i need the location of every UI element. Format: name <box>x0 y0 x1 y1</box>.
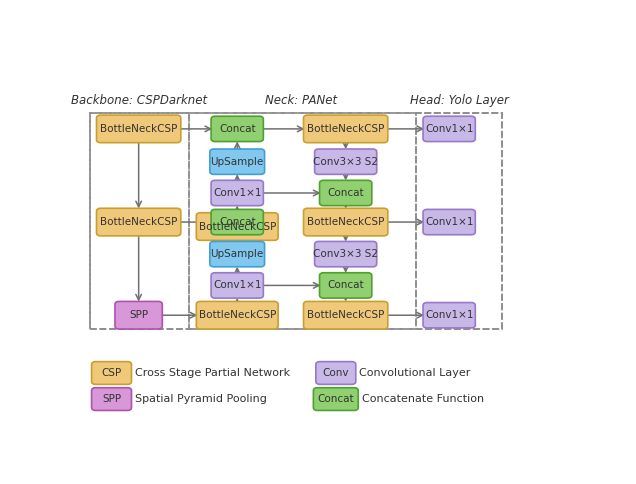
Text: BottleNeckCSP: BottleNeckCSP <box>307 310 384 320</box>
FancyBboxPatch shape <box>197 213 278 241</box>
Text: Conv1×1: Conv1×1 <box>213 188 261 198</box>
Text: BottleNeckCSP: BottleNeckCSP <box>307 217 384 227</box>
FancyBboxPatch shape <box>423 302 475 328</box>
Text: Cross Stage Partial Network: Cross Stage Partial Network <box>135 368 290 378</box>
Text: Conv1×1: Conv1×1 <box>425 310 473 320</box>
Text: Conv3×3 S2: Conv3×3 S2 <box>313 157 378 166</box>
FancyBboxPatch shape <box>97 115 181 143</box>
Text: Convolutional Layer: Convolutional Layer <box>359 368 471 378</box>
FancyBboxPatch shape <box>315 242 377 267</box>
FancyBboxPatch shape <box>211 273 263 298</box>
Text: BottleNeckCSP: BottleNeckCSP <box>100 217 177 227</box>
Text: Conv3×3 S2: Conv3×3 S2 <box>313 249 378 259</box>
FancyBboxPatch shape <box>92 388 132 410</box>
Text: SPP: SPP <box>102 394 121 404</box>
Text: Concat: Concat <box>317 394 354 404</box>
FancyBboxPatch shape <box>115 302 162 329</box>
Text: CSP: CSP <box>101 368 121 378</box>
FancyBboxPatch shape <box>303 115 388 143</box>
FancyBboxPatch shape <box>211 181 263 206</box>
FancyBboxPatch shape <box>316 362 356 384</box>
Text: Conv1×1: Conv1×1 <box>425 217 473 227</box>
Text: Concat: Concat <box>328 188 364 198</box>
Text: BottleNeckCSP: BottleNeckCSP <box>198 222 276 231</box>
FancyBboxPatch shape <box>303 302 388 329</box>
Text: Concat: Concat <box>328 280 364 290</box>
FancyBboxPatch shape <box>423 116 475 141</box>
FancyBboxPatch shape <box>211 210 263 235</box>
Text: Concat: Concat <box>219 124 256 134</box>
Text: Backbone: CSPDarknet: Backbone: CSPDarknet <box>71 93 207 106</box>
Text: Conv1×1: Conv1×1 <box>213 280 261 290</box>
Text: Concat: Concat <box>219 217 256 227</box>
FancyBboxPatch shape <box>319 181 372 206</box>
Text: Conv: Conv <box>322 368 349 378</box>
FancyBboxPatch shape <box>303 208 388 236</box>
Text: UpSample: UpSample <box>211 157 264 166</box>
FancyBboxPatch shape <box>92 362 132 384</box>
FancyBboxPatch shape <box>197 302 278 329</box>
Text: BottleNeckCSP: BottleNeckCSP <box>198 310 276 320</box>
FancyBboxPatch shape <box>319 273 372 298</box>
Text: SPP: SPP <box>129 310 148 320</box>
Text: BottleNeckCSP: BottleNeckCSP <box>100 124 177 134</box>
FancyBboxPatch shape <box>97 208 181 236</box>
Text: BottleNeckCSP: BottleNeckCSP <box>307 124 384 134</box>
FancyBboxPatch shape <box>423 210 475 235</box>
Text: Head: Yolo Layer: Head: Yolo Layer <box>410 93 508 106</box>
FancyBboxPatch shape <box>314 388 358 410</box>
Text: Neck: PANet: Neck: PANet <box>265 93 337 106</box>
FancyBboxPatch shape <box>210 149 265 174</box>
Text: UpSample: UpSample <box>211 249 264 259</box>
Text: Spatial Pyramid Pooling: Spatial Pyramid Pooling <box>135 394 267 404</box>
FancyBboxPatch shape <box>211 116 263 141</box>
FancyBboxPatch shape <box>210 242 265 267</box>
Text: Conv1×1: Conv1×1 <box>425 124 473 134</box>
Text: Concatenate Function: Concatenate Function <box>362 394 484 404</box>
FancyBboxPatch shape <box>315 149 377 174</box>
